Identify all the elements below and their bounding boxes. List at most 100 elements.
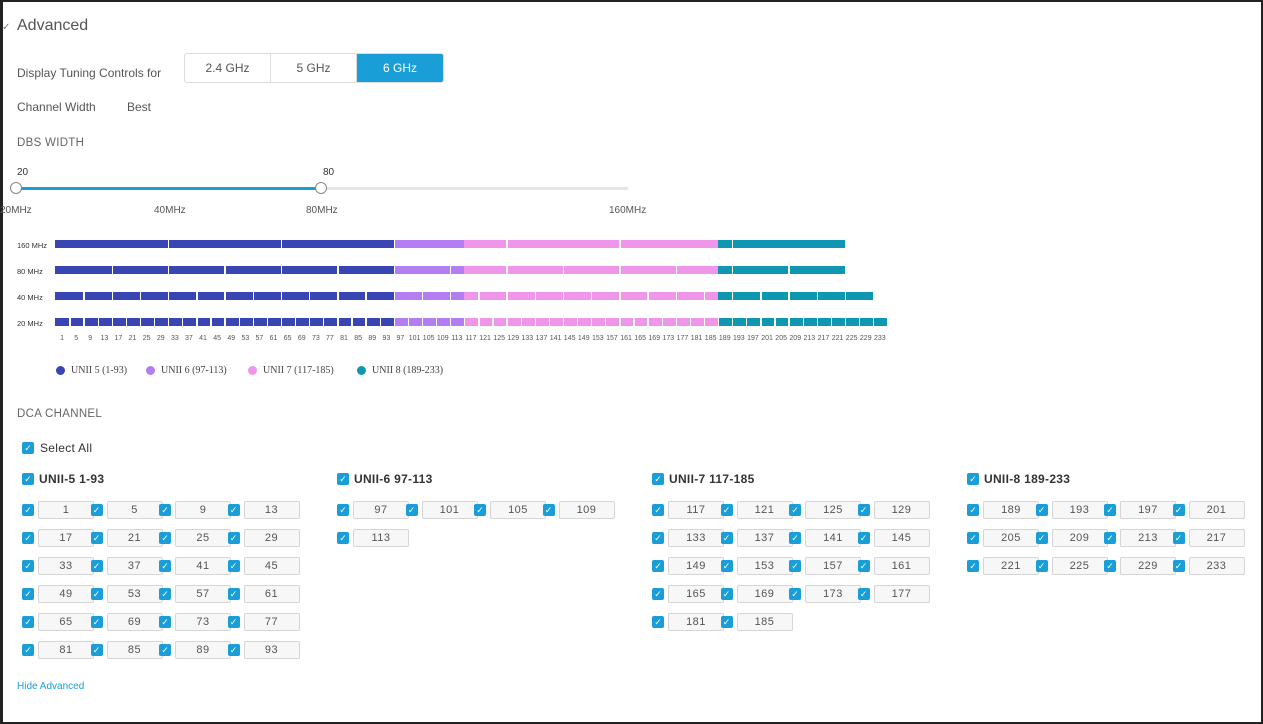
checkbox-checked-icon[interactable]: ✓: [652, 560, 664, 572]
channel-checkbox-item[interactable]: ✓ 89: [159, 641, 231, 659]
band-2-4ghz-button[interactable]: 2.4 GHz: [185, 54, 271, 82]
checkbox-checked-icon[interactable]: ✓: [1172, 560, 1185, 572]
channel-checkbox-item[interactable]: ✓ 217: [1172, 529, 1245, 547]
channel-checkbox-item[interactable]: ✓ 85: [90, 641, 163, 659]
checkbox-checked-icon[interactable]: ✓: [789, 504, 801, 516]
channel-checkbox-item[interactable]: ✓ 33: [22, 557, 94, 575]
channel-checkbox-item[interactable]: ✓ 173: [789, 585, 861, 603]
channel-checkbox-item[interactable]: ✓ 181: [652, 613, 724, 631]
group-checkbox[interactable]: ✓ UNII-6 97-113: [337, 472, 433, 486]
checkbox-checked-icon[interactable]: ✓: [1104, 504, 1116, 516]
checkbox-checked-icon[interactable]: ✓: [159, 616, 171, 628]
channel-checkbox-item[interactable]: ✓ 169: [720, 585, 793, 603]
channel-checkbox-item[interactable]: ✓ 189: [967, 501, 1039, 519]
channel-checkbox-item[interactable]: ✓ 41: [159, 557, 231, 575]
slider-min-handle[interactable]: [10, 182, 22, 194]
group-checkbox[interactable]: ✓ UNII-7 117-185: [652, 472, 755, 486]
channel-checkbox-item[interactable]: ✓ 201: [1172, 501, 1245, 519]
checkbox-checked-icon[interactable]: ✓: [337, 532, 349, 544]
group-checkbox[interactable]: ✓ UNII-8 189-233: [967, 472, 1070, 486]
checkbox-checked-icon[interactable]: ✓: [652, 504, 664, 516]
channel-checkbox-item[interactable]: ✓ 9: [159, 501, 231, 519]
channel-checkbox-item[interactable]: ✓ 49: [22, 585, 94, 603]
channel-checkbox-item[interactable]: ✓ 57: [159, 585, 231, 603]
checkbox-checked-icon[interactable]: ✓: [227, 644, 240, 656]
channel-checkbox-item[interactable]: ✓ 25: [159, 529, 231, 547]
checkbox-checked-icon[interactable]: ✓: [720, 532, 733, 544]
band-5ghz-button[interactable]: 5 GHz: [271, 54, 357, 82]
section-title[interactable]: Advanced: [17, 17, 89, 34]
channel-checkbox-item[interactable]: ✓ 101: [405, 501, 478, 519]
checkbox-checked-icon[interactable]: ✓: [652, 532, 664, 544]
checkbox-checked-icon[interactable]: ✓: [857, 588, 870, 600]
checkbox-checked-icon[interactable]: ✓: [857, 532, 870, 544]
channel-checkbox-item[interactable]: ✓ 133: [652, 529, 724, 547]
channel-checkbox-item[interactable]: ✓ 197: [1104, 501, 1176, 519]
channel-checkbox-item[interactable]: ✓ 213: [1104, 529, 1176, 547]
channel-checkbox-item[interactable]: ✓ 21: [90, 529, 163, 547]
checkbox-checked-icon[interactable]: ✓: [789, 560, 801, 572]
checkbox-checked-icon[interactable]: ✓: [22, 473, 34, 485]
hide-advanced-link[interactable]: Hide Advanced: [17, 681, 85, 692]
checkbox-checked-icon[interactable]: ✓: [90, 644, 103, 656]
checkbox-checked-icon[interactable]: ✓: [159, 644, 171, 656]
checkbox-checked-icon[interactable]: ✓: [90, 560, 103, 572]
checkbox-checked-icon[interactable]: ✓: [857, 504, 870, 516]
checkbox-checked-icon[interactable]: ✓: [857, 560, 870, 572]
channel-checkbox-item[interactable]: ✓ 185: [720, 613, 793, 631]
channel-checkbox-item[interactable]: ✓ 157: [789, 557, 861, 575]
channel-checkbox-item[interactable]: ✓ 229: [1104, 557, 1176, 575]
checkbox-checked-icon[interactable]: ✓: [1172, 532, 1185, 544]
checkbox-checked-icon[interactable]: ✓: [1035, 532, 1048, 544]
channel-checkbox-item[interactable]: ✓ 117: [652, 501, 724, 519]
checkbox-checked-icon[interactable]: ✓: [159, 560, 171, 572]
checkbox-checked-icon[interactable]: ✓: [652, 473, 664, 485]
checkbox-checked-icon[interactable]: ✓: [652, 616, 664, 628]
checkbox-checked-icon[interactable]: ✓: [227, 504, 240, 516]
checkbox-checked-icon[interactable]: ✓: [159, 532, 171, 544]
checkbox-checked-icon[interactable]: ✓: [542, 504, 555, 516]
checkbox-checked-icon[interactable]: ✓: [1035, 504, 1048, 516]
channel-checkbox-item[interactable]: ✓ 73: [159, 613, 231, 631]
checkbox-checked-icon[interactable]: ✓: [227, 616, 240, 628]
checkbox-checked-icon[interactable]: ✓: [22, 616, 34, 628]
checkbox-checked-icon[interactable]: ✓: [720, 504, 733, 516]
checkbox-checked-icon[interactable]: ✓: [789, 588, 801, 600]
checkbox-checked-icon[interactable]: ✓: [90, 616, 103, 628]
checkbox-checked-icon[interactable]: ✓: [90, 504, 103, 516]
channel-checkbox-item[interactable]: ✓ 77: [227, 613, 300, 631]
channel-checkbox-item[interactable]: ✓ 149: [652, 557, 724, 575]
chevron-down-icon[interactable]: ✓: [2, 22, 11, 33]
checkbox-checked-icon[interactable]: ✓: [720, 560, 733, 572]
channel-checkbox-item[interactable]: ✓ 225: [1035, 557, 1108, 575]
checkbox-checked-icon[interactable]: ✓: [405, 504, 418, 516]
channel-checkbox-item[interactable]: ✓ 5: [90, 501, 163, 519]
checkbox-checked-icon[interactable]: ✓: [227, 532, 240, 544]
channel-checkbox-item[interactable]: ✓ 113: [337, 529, 409, 547]
checkbox-checked-icon[interactable]: ✓: [22, 644, 34, 656]
channel-checkbox-item[interactable]: ✓ 61: [227, 585, 300, 603]
checkbox-checked-icon[interactable]: ✓: [22, 588, 34, 600]
checkbox-checked-icon[interactable]: ✓: [337, 504, 349, 516]
channel-checkbox-item[interactable]: ✓ 193: [1035, 501, 1108, 519]
checkbox-checked-icon[interactable]: ✓: [720, 588, 733, 600]
channel-checkbox-item[interactable]: ✓ 209: [1035, 529, 1108, 547]
channel-checkbox-item[interactable]: ✓ 109: [542, 501, 615, 519]
slider-max-handle[interactable]: [315, 182, 327, 194]
channel-checkbox-item[interactable]: ✓ 81: [22, 641, 94, 659]
checkbox-checked-icon[interactable]: ✓: [22, 532, 34, 544]
channel-checkbox-item[interactable]: ✓ 161: [857, 557, 930, 575]
channel-checkbox-item[interactable]: ✓ 105: [474, 501, 546, 519]
channel-checkbox-item[interactable]: ✓ 17: [22, 529, 94, 547]
channel-checkbox-item[interactable]: ✓ 97: [337, 501, 409, 519]
channel-checkbox-item[interactable]: ✓ 221: [967, 557, 1039, 575]
checkbox-checked-icon[interactable]: ✓: [22, 442, 34, 454]
channel-checkbox-item[interactable]: ✓ 121: [720, 501, 793, 519]
select-all-checkbox[interactable]: ✓ Select All: [22, 441, 92, 455]
checkbox-checked-icon[interactable]: ✓: [1104, 560, 1116, 572]
channel-checkbox-item[interactable]: ✓ 129: [857, 501, 930, 519]
channel-checkbox-item[interactable]: ✓ 53: [90, 585, 163, 603]
checkbox-checked-icon[interactable]: ✓: [159, 504, 171, 516]
checkbox-checked-icon[interactable]: ✓: [967, 473, 979, 485]
group-checkbox[interactable]: ✓ UNII-5 1-93: [22, 472, 104, 486]
